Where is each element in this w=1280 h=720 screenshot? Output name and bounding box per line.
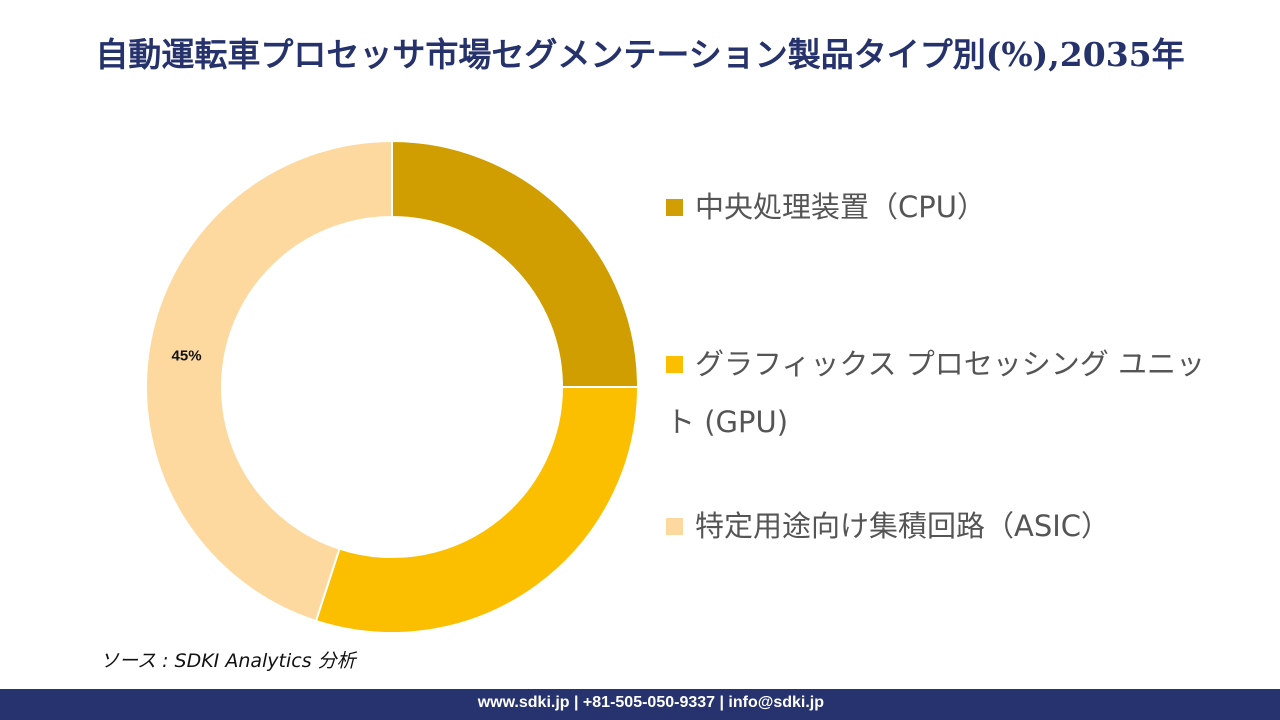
- donut-slice-0: [391, 139, 640, 388]
- legend-label: グラフィックス プロセッシング ユニット (GPU): [666, 347, 1205, 439]
- chart-title: 自動運転車プロセッサ市場セグメンテーション製品タイプ別(%),2035年: [95, 35, 1185, 74]
- footer-bar: www.sdki.jp | +81-505-050-9337 | info@sd…: [0, 689, 1280, 720]
- legend-label: 特定用途向け集積回路（ASIC）: [695, 509, 1111, 543]
- legend-label: 中央処理装置（CPU）: [695, 190, 986, 224]
- legend-swatch: [666, 517, 683, 535]
- legend-swatch: [666, 355, 683, 373]
- legend-item-asic: 特定用途向け集積回路（ASIC）: [666, 497, 1110, 555]
- legend-swatch: [666, 198, 683, 216]
- donut-slice-1: [314, 386, 640, 634]
- legend-item-cpu: 中央処理装置（CPU）: [666, 178, 986, 236]
- source-note: ソース : SDKI Analytics 分析: [100, 650, 356, 672]
- footer-contact: www.sdki.jp | +81-505-050-9337 | info@sd…: [477, 694, 824, 711]
- data-label: 45%: [172, 347, 202, 364]
- legend-item-gpu: グラフィックス プロセッシング ユニット (GPU): [666, 335, 1206, 451]
- donut-slice-2: [145, 139, 393, 623]
